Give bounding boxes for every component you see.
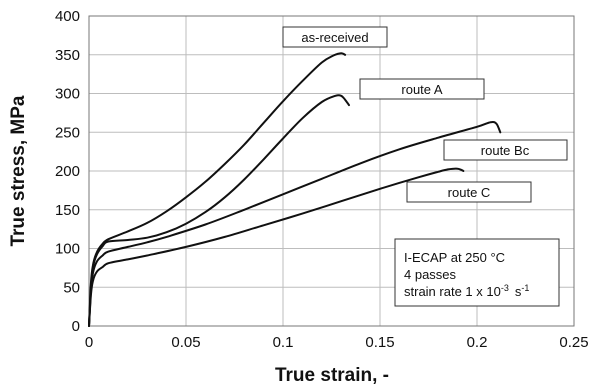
note-line-2: 4 passes bbox=[404, 267, 457, 282]
x-tick-label: 0.25 bbox=[559, 334, 588, 351]
note-line-1: I-ECAP at 250 °C bbox=[404, 250, 505, 265]
y-tick-label: 350 bbox=[55, 47, 80, 64]
y-tick-label: 0 bbox=[72, 318, 80, 335]
x-tick-label: 0.2 bbox=[467, 334, 488, 351]
note-unit-exponent: -1 bbox=[521, 283, 529, 293]
x-axis-title: True strain, - bbox=[275, 365, 389, 386]
note-unit: s bbox=[515, 284, 522, 299]
callout-label: route Bc bbox=[481, 143, 530, 158]
y-tick-label: 250 bbox=[55, 124, 80, 141]
callout-route-c: route C bbox=[406, 181, 532, 203]
conditions-note: I-ECAP at 250 °C 4 passes strain rate 1 … bbox=[394, 238, 560, 307]
x-tick-labels: 0 0.05 0.1 0.15 0.2 0.25 bbox=[85, 334, 589, 351]
series-line-route-c bbox=[88, 167, 465, 327]
note-box bbox=[394, 238, 560, 307]
callout-route-bc: route Bc bbox=[443, 139, 568, 161]
series-line-route-bc bbox=[88, 120, 502, 327]
callout-label: route A bbox=[401, 82, 443, 97]
callout-box bbox=[282, 26, 388, 48]
x-tick-label: 0.05 bbox=[171, 334, 200, 351]
callout-box bbox=[359, 78, 485, 100]
y-tick-labels: 0 50 100 150 200 250 300 350 400 bbox=[55, 8, 80, 335]
series-line-as-received bbox=[88, 52, 347, 327]
y-tick-label: 300 bbox=[55, 86, 80, 103]
series-line-route-a bbox=[88, 94, 350, 327]
callout-label: as-received bbox=[301, 30, 368, 45]
note-line-3: strain rate 1 x 10-3 s-1 bbox=[404, 283, 529, 299]
y-tick-label: 100 bbox=[55, 241, 80, 258]
callout-label: route C bbox=[448, 185, 491, 200]
callout-box bbox=[406, 181, 532, 203]
y-tick-label: 200 bbox=[55, 163, 80, 180]
plot-area-frame bbox=[88, 15, 575, 327]
y-tick-label: 50 bbox=[63, 279, 80, 296]
y-tick-label: 150 bbox=[55, 202, 80, 219]
callout-box bbox=[443, 139, 568, 161]
y-tick-label: 400 bbox=[55, 8, 80, 25]
x-tick-label: 0.15 bbox=[365, 334, 394, 351]
x-tick-label: 0 bbox=[85, 334, 93, 351]
x-tick-label: 0.1 bbox=[273, 334, 294, 351]
y-axis-title: True stress, MPa bbox=[8, 95, 29, 246]
note-strain-rate: strain rate 1 x 10 bbox=[404, 284, 501, 299]
callout-route-a: route A bbox=[359, 78, 485, 100]
callout-as-received: as-received bbox=[282, 26, 388, 48]
series-lines bbox=[88, 52, 502, 327]
note-exponent: -3 bbox=[501, 283, 509, 293]
